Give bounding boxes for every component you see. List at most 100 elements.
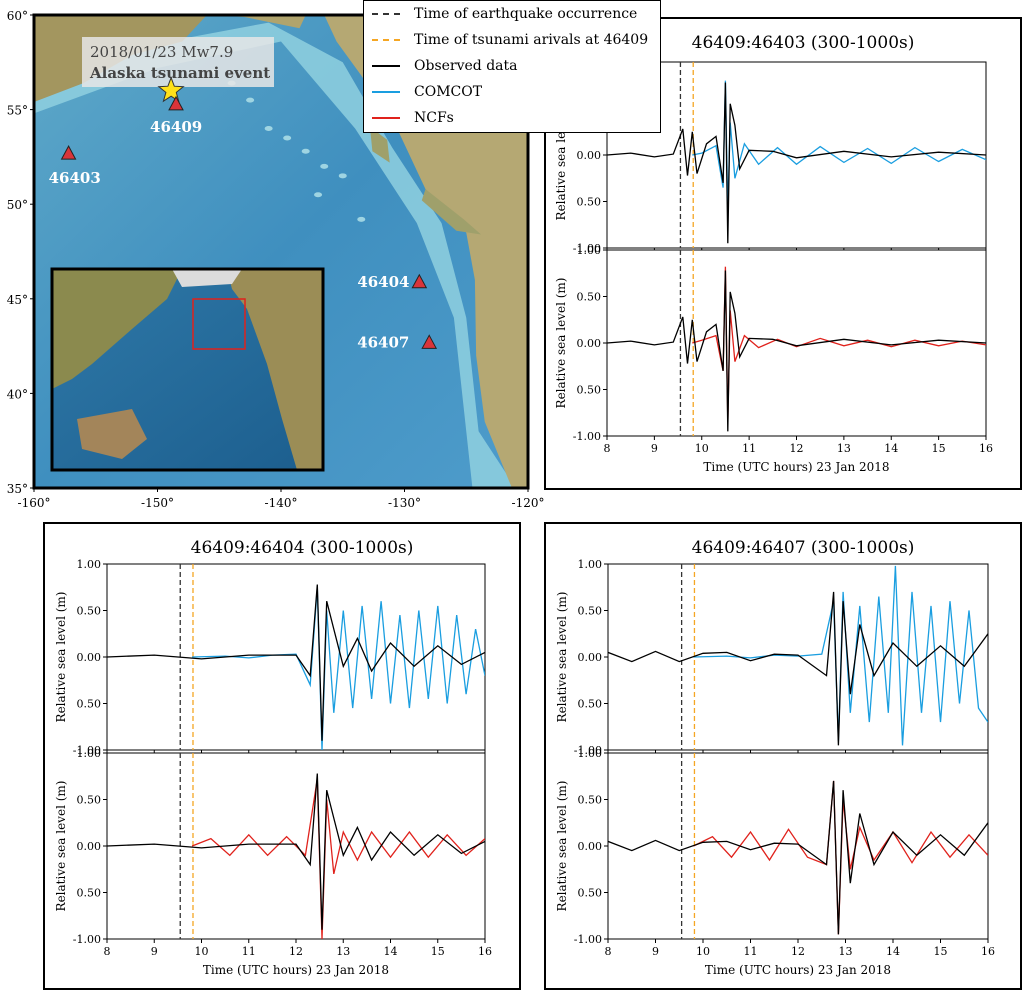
lon-tick-label: -130° — [388, 496, 421, 510]
x-tick-label: 14 — [884, 442, 898, 455]
x-tick-label: 10 — [696, 945, 710, 958]
x-tick-label: 15 — [431, 945, 445, 958]
station-46404-icon — [411, 273, 428, 289]
y-axis-label: Relative sea level (m) — [554, 278, 568, 409]
lat-tick-label: 35° — [7, 482, 28, 496]
lon-tick-label: -150° — [141, 496, 174, 510]
y-tick-label: -1.00 — [574, 933, 602, 946]
x-tick-label: 8 — [104, 945, 111, 958]
subplot-1: 1.00 0.50 0.00 0.50 -1.00 Relative sea level … — [555, 558, 989, 757]
x-tick-label: 12 — [791, 945, 805, 958]
inset-study-area-box — [192, 298, 246, 350]
lat-tick-label: 55° — [7, 104, 28, 118]
event-label-line2: Alaska tsunami event — [89, 64, 270, 82]
legend-box: Time of earthquake occurrence Time of ts… — [363, 0, 661, 133]
lat-tick-label: 50° — [7, 198, 28, 212]
x-axis-label: Time (UTC hours) 23 Jan 2018 — [703, 460, 889, 474]
subplot-axes — [106, 563, 486, 751]
series-line-observed-data — [107, 584, 485, 741]
x-tick-label: 11 — [742, 442, 756, 455]
station-46403-label: 46403 — [49, 169, 101, 187]
y-tick-label: 0.50 — [77, 605, 102, 618]
station-46409-label: 46409 — [150, 118, 202, 136]
inset-australia-land — [77, 409, 147, 459]
seamount-8 — [314, 192, 323, 198]
y-tick-label: 0.50 — [77, 794, 102, 807]
y-tick-label: 0.50 — [578, 794, 603, 807]
x-tick-label: 13 — [839, 945, 853, 958]
y-tick-label: 0.50 — [578, 698, 603, 711]
y-tick-label: -1.00 — [73, 933, 101, 946]
y-tick-label: -1.00 — [573, 430, 601, 443]
seamount-0 — [264, 126, 273, 132]
x-axis-label: Time (UTC hours) 23 Jan 2018 — [203, 963, 389, 977]
y-tick-label: -1.00 — [73, 744, 101, 757]
vancouver-island — [421, 189, 482, 235]
station-46409-icon — [168, 95, 184, 111]
seamount-7 — [246, 97, 255, 103]
y-tick-label: 1.00 — [577, 244, 602, 257]
seamount-4 — [338, 173, 347, 179]
y-tick-label: 0.50 — [577, 384, 602, 397]
series-line-observed-data — [607, 82, 986, 244]
event-label-box — [82, 37, 274, 87]
station-46407-icon — [421, 334, 438, 349]
chart-title: 46409:46407 (300-1000s) — [692, 538, 915, 558]
y-tick-label: 0.00 — [577, 337, 602, 350]
y-tick-label: 1.00 — [578, 558, 603, 571]
y-axis-label: Relative sea level (m) — [555, 592, 569, 723]
chart-title: 46409:46404 (300-1000s) — [191, 538, 414, 558]
y-tick-label: 0.50 — [578, 887, 603, 900]
y-tick-label: 0.00 — [578, 840, 603, 853]
north-america-land — [324, 15, 528, 488]
lon-tick-label: -120° — [512, 496, 545, 510]
series-line-comcot — [693, 565, 988, 746]
chart-panel-2: 46409:46404 (300-1000s) 1.00 0.50 0.00 0.50 -… — [43, 522, 521, 990]
chart-panel-3: 46409:46407 (300-1000s) 1.00 0.50 0.00 0.50 -… — [544, 522, 1022, 990]
lat-tick-label: 60° — [7, 9, 28, 23]
haida-gwaii-island — [369, 126, 390, 163]
y-tick-label: 1.00 — [578, 747, 603, 760]
x-tick-label: 16 — [979, 442, 993, 455]
series-line-ncfs — [191, 778, 485, 939]
subplot-2: 1.00 0.50 0.00 0.50 -1.00 Relative sea level … — [554, 244, 993, 474]
x-tick-label: 16 — [981, 945, 995, 958]
legend-swatch-arrival — [372, 39, 400, 41]
legend-label-quake: Time of earthquake occurrence — [414, 6, 638, 22]
y-tick-label: 1.00 — [77, 558, 102, 571]
station-46407-label: 46407 — [357, 333, 409, 351]
station-46403-icon — [60, 145, 77, 160]
y-axis-label: Relative sea level (m) — [555, 781, 569, 912]
y-axis-label: Relative sea level (m) — [54, 781, 68, 912]
y-tick-label: 0.00 — [578, 651, 603, 664]
legend-swatch-ncfs — [372, 117, 400, 119]
x-tick-label: 8 — [605, 945, 612, 958]
legend-item-arrival: Time of tsunami arivals at 46409 — [364, 28, 660, 52]
x-tick-label: 14 — [886, 945, 900, 958]
x-tick-label: 9 — [651, 442, 658, 455]
x-tick-label: 13 — [837, 442, 851, 455]
x-tick-label: 11 — [744, 945, 758, 958]
legend-label-arrival: Time of tsunami arivals at 46409 — [414, 32, 649, 48]
y-tick-label: 0.00 — [77, 840, 102, 853]
seamount-2 — [301, 148, 310, 154]
subplot-axes — [607, 752, 989, 940]
x-tick-label: 10 — [195, 945, 209, 958]
chart-title: 46409:46403 (300-1000s) — [692, 33, 915, 53]
event-label-line1: 2018/01/23 Mw7.9 — [90, 43, 233, 61]
x-tick-label: 11 — [242, 945, 256, 958]
chart-panel-frame — [43, 522, 521, 990]
y-tick-label: 0.00 — [77, 651, 102, 664]
chart-panel-1: 46409:46403 (300-1000s) 1.00 0.50 0.00 0.50 -… — [544, 17, 1022, 490]
x-tick-label: 15 — [934, 945, 948, 958]
x-tick-label: 12 — [289, 945, 303, 958]
series-line-observed-data — [107, 773, 485, 930]
legend-swatch-comcot — [372, 91, 400, 93]
continental-shelf — [34, 22, 516, 489]
seamount-1 — [283, 135, 292, 141]
seamount-9 — [357, 216, 366, 222]
legend-item-quake: Time of earthquake occurrence — [364, 2, 660, 26]
x-tick-label: 9 — [652, 945, 659, 958]
